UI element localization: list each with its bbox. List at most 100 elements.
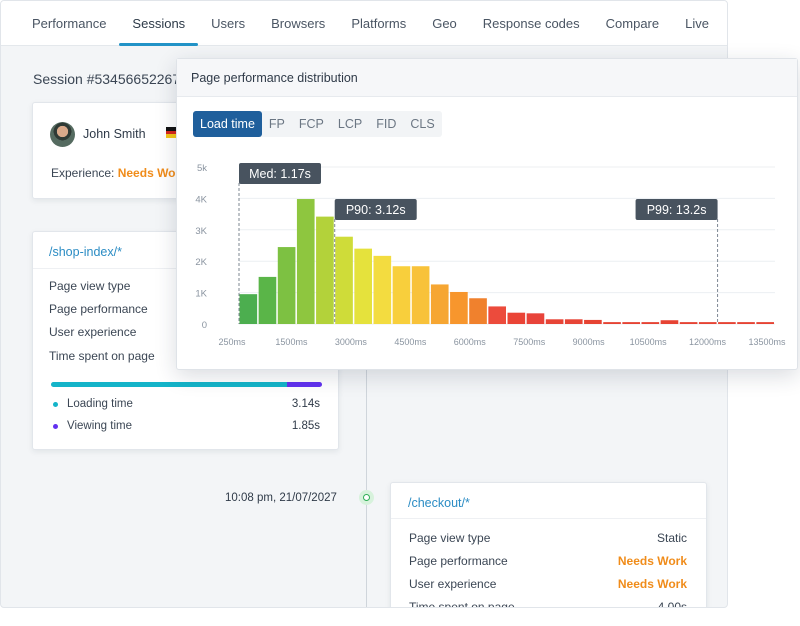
- x-tick-label: 13500ms: [748, 337, 786, 347]
- tab-browsers[interactable]: Browsers: [271, 15, 326, 31]
- percentile-tag: [635, 199, 718, 220]
- timeline-line: [366, 351, 367, 607]
- page-link[interactable]: /checkout/*: [408, 496, 470, 510]
- row-label: Page performance: [409, 554, 508, 568]
- x-tick-label: 10500ms: [630, 337, 668, 347]
- user-name[interactable]: John Smith: [83, 127, 146, 141]
- distribution-chart: 0 1K 2K 3K 4K 5k 250ms 1500ms 3000ms 4500ms 6000ms…: [195, 163, 786, 347]
- experience-line: Experience: Needs Wor: [51, 166, 180, 180]
- row-label: Page view type: [409, 531, 491, 545]
- percentile-label: P99: 13.2s: [647, 203, 707, 217]
- percentile-tag: [334, 199, 417, 220]
- x-tick-label: 250ms: [218, 337, 246, 347]
- histogram-bar: [584, 319, 602, 324]
- row-value: 4.00s: [657, 600, 687, 608]
- histogram-bar: [698, 322, 717, 324]
- tab-geo[interactable]: Geo: [432, 15, 457, 31]
- tab-compare[interactable]: Compare: [605, 15, 660, 31]
- percentile-tag: [239, 163, 321, 184]
- histogram-bar: [450, 291, 468, 324]
- histogram-bar: [718, 322, 736, 324]
- row-value: Needs Work: [617, 554, 687, 568]
- legend-value: 1.85s: [291, 420, 320, 432]
- histogram-bar: [277, 247, 296, 324]
- timeline-node-icon[interactable]: [359, 490, 374, 505]
- y-tick-label: 1K: [195, 289, 207, 300]
- experience-value: Needs Wor: [117, 166, 181, 180]
- checkout-row: User experience Needs Work: [409, 577, 687, 591]
- page-link[interactable]: /shop-index/*: [49, 245, 122, 259]
- histogram-bar: [316, 216, 334, 324]
- metric-tabs: Load time FP FCP LCP FID CLS: [193, 111, 442, 137]
- tab-performance[interactable]: Performance: [32, 15, 107, 31]
- percentile-label: Med: 1.17s: [249, 167, 311, 181]
- histogram-bar: [545, 319, 564, 324]
- x-tick-label: 3000ms: [335, 337, 368, 347]
- checkout-row: Time spent on page 4.00s: [409, 600, 687, 608]
- tab-response-codes[interactable]: Response codes: [482, 15, 580, 31]
- tab-sessions[interactable]: Sessions: [119, 1, 198, 46]
- x-tick-label: 12000ms: [689, 337, 727, 347]
- metric-tab-load-time[interactable]: Load time: [193, 111, 262, 137]
- x-tick-label: 1500ms: [275, 337, 308, 347]
- timeline-timestamp: 10:08 pm, 21/07/2027: [225, 492, 337, 504]
- tab-platforms[interactable]: Platforms: [351, 15, 407, 31]
- histogram-bar: [430, 284, 449, 324]
- experience-label: Experience:: [51, 166, 115, 180]
- row-label-user-experience: User experience: [49, 325, 137, 339]
- row-label-time-spent: Time spent on page: [49, 349, 155, 363]
- metric-tab-fp[interactable]: FP: [268, 117, 285, 131]
- legend-value: 3.14s: [291, 398, 320, 410]
- row-label-page-performance: Page performance: [49, 302, 148, 316]
- loading-dot-icon: [53, 401, 58, 407]
- checkout-row: Page performance Needs Work: [409, 554, 687, 568]
- x-tick-label: 4500ms: [394, 337, 427, 347]
- histogram-bar: [239, 294, 258, 324]
- x-tick-label: 9000ms: [573, 337, 606, 347]
- row-value: Needs Work: [617, 577, 687, 591]
- tab-live[interactable]: Live: [685, 15, 709, 31]
- checkout-row: Page view type Static: [409, 531, 687, 545]
- histogram-bar: [526, 313, 545, 324]
- histogram-bar: [335, 236, 353, 324]
- metric-tab-fid[interactable]: FID: [376, 117, 397, 131]
- histogram-bar: [603, 322, 621, 324]
- histogram-bar: [564, 319, 583, 324]
- histogram-bar: [737, 322, 755, 324]
- viewing-time-fill: [286, 382, 322, 387]
- legend-label: Viewing time: [67, 420, 132, 432]
- y-tick-label: 5k: [197, 163, 207, 174]
- histogram-bar: [469, 298, 487, 324]
- legend-viewing-time: Viewing time 1.85s: [53, 420, 320, 432]
- card-header: /checkout/*: [391, 483, 706, 519]
- row-label-page-view-type: Page view type: [49, 279, 131, 293]
- metric-tab-fcp[interactable]: FCP: [298, 117, 324, 131]
- time-split-bar: [51, 382, 322, 387]
- histogram-bar: [507, 312, 526, 324]
- percentile-label: P90: 3.12s: [346, 203, 406, 217]
- histogram-bar: [411, 266, 430, 324]
- session-title: Session #534566522677: [33, 71, 188, 87]
- histogram-bar: [622, 322, 640, 324]
- histogram-bar: [392, 266, 411, 324]
- avatar[interactable]: [50, 122, 75, 147]
- x-tick-label: 6000ms: [454, 337, 487, 347]
- row-value: Static: [656, 531, 687, 545]
- legend-loading-time: Loading time 3.14s: [53, 398, 320, 410]
- y-tick-label: 2K: [195, 257, 207, 268]
- tab-users[interactable]: Users: [211, 15, 246, 31]
- histogram-bar: [354, 248, 372, 324]
- row-label: Time spent on page: [409, 600, 515, 608]
- histogram-bar: [296, 199, 315, 324]
- legend-label: Loading time: [67, 398, 133, 410]
- y-tick-label: 0: [202, 320, 207, 331]
- popup-title: Page performance distribution: [177, 59, 797, 97]
- y-tick-label: 4K: [195, 194, 207, 205]
- metric-tab-lcp[interactable]: LCP: [337, 117, 363, 131]
- metric-tab-cls[interactable]: CLS: [410, 117, 435, 131]
- histogram-bar: [756, 322, 774, 324]
- loading-time-fill: [51, 382, 287, 387]
- germany-flag-icon: [166, 127, 180, 138]
- histogram-bar: [641, 322, 660, 324]
- y-tick-label: 3K: [195, 226, 207, 237]
